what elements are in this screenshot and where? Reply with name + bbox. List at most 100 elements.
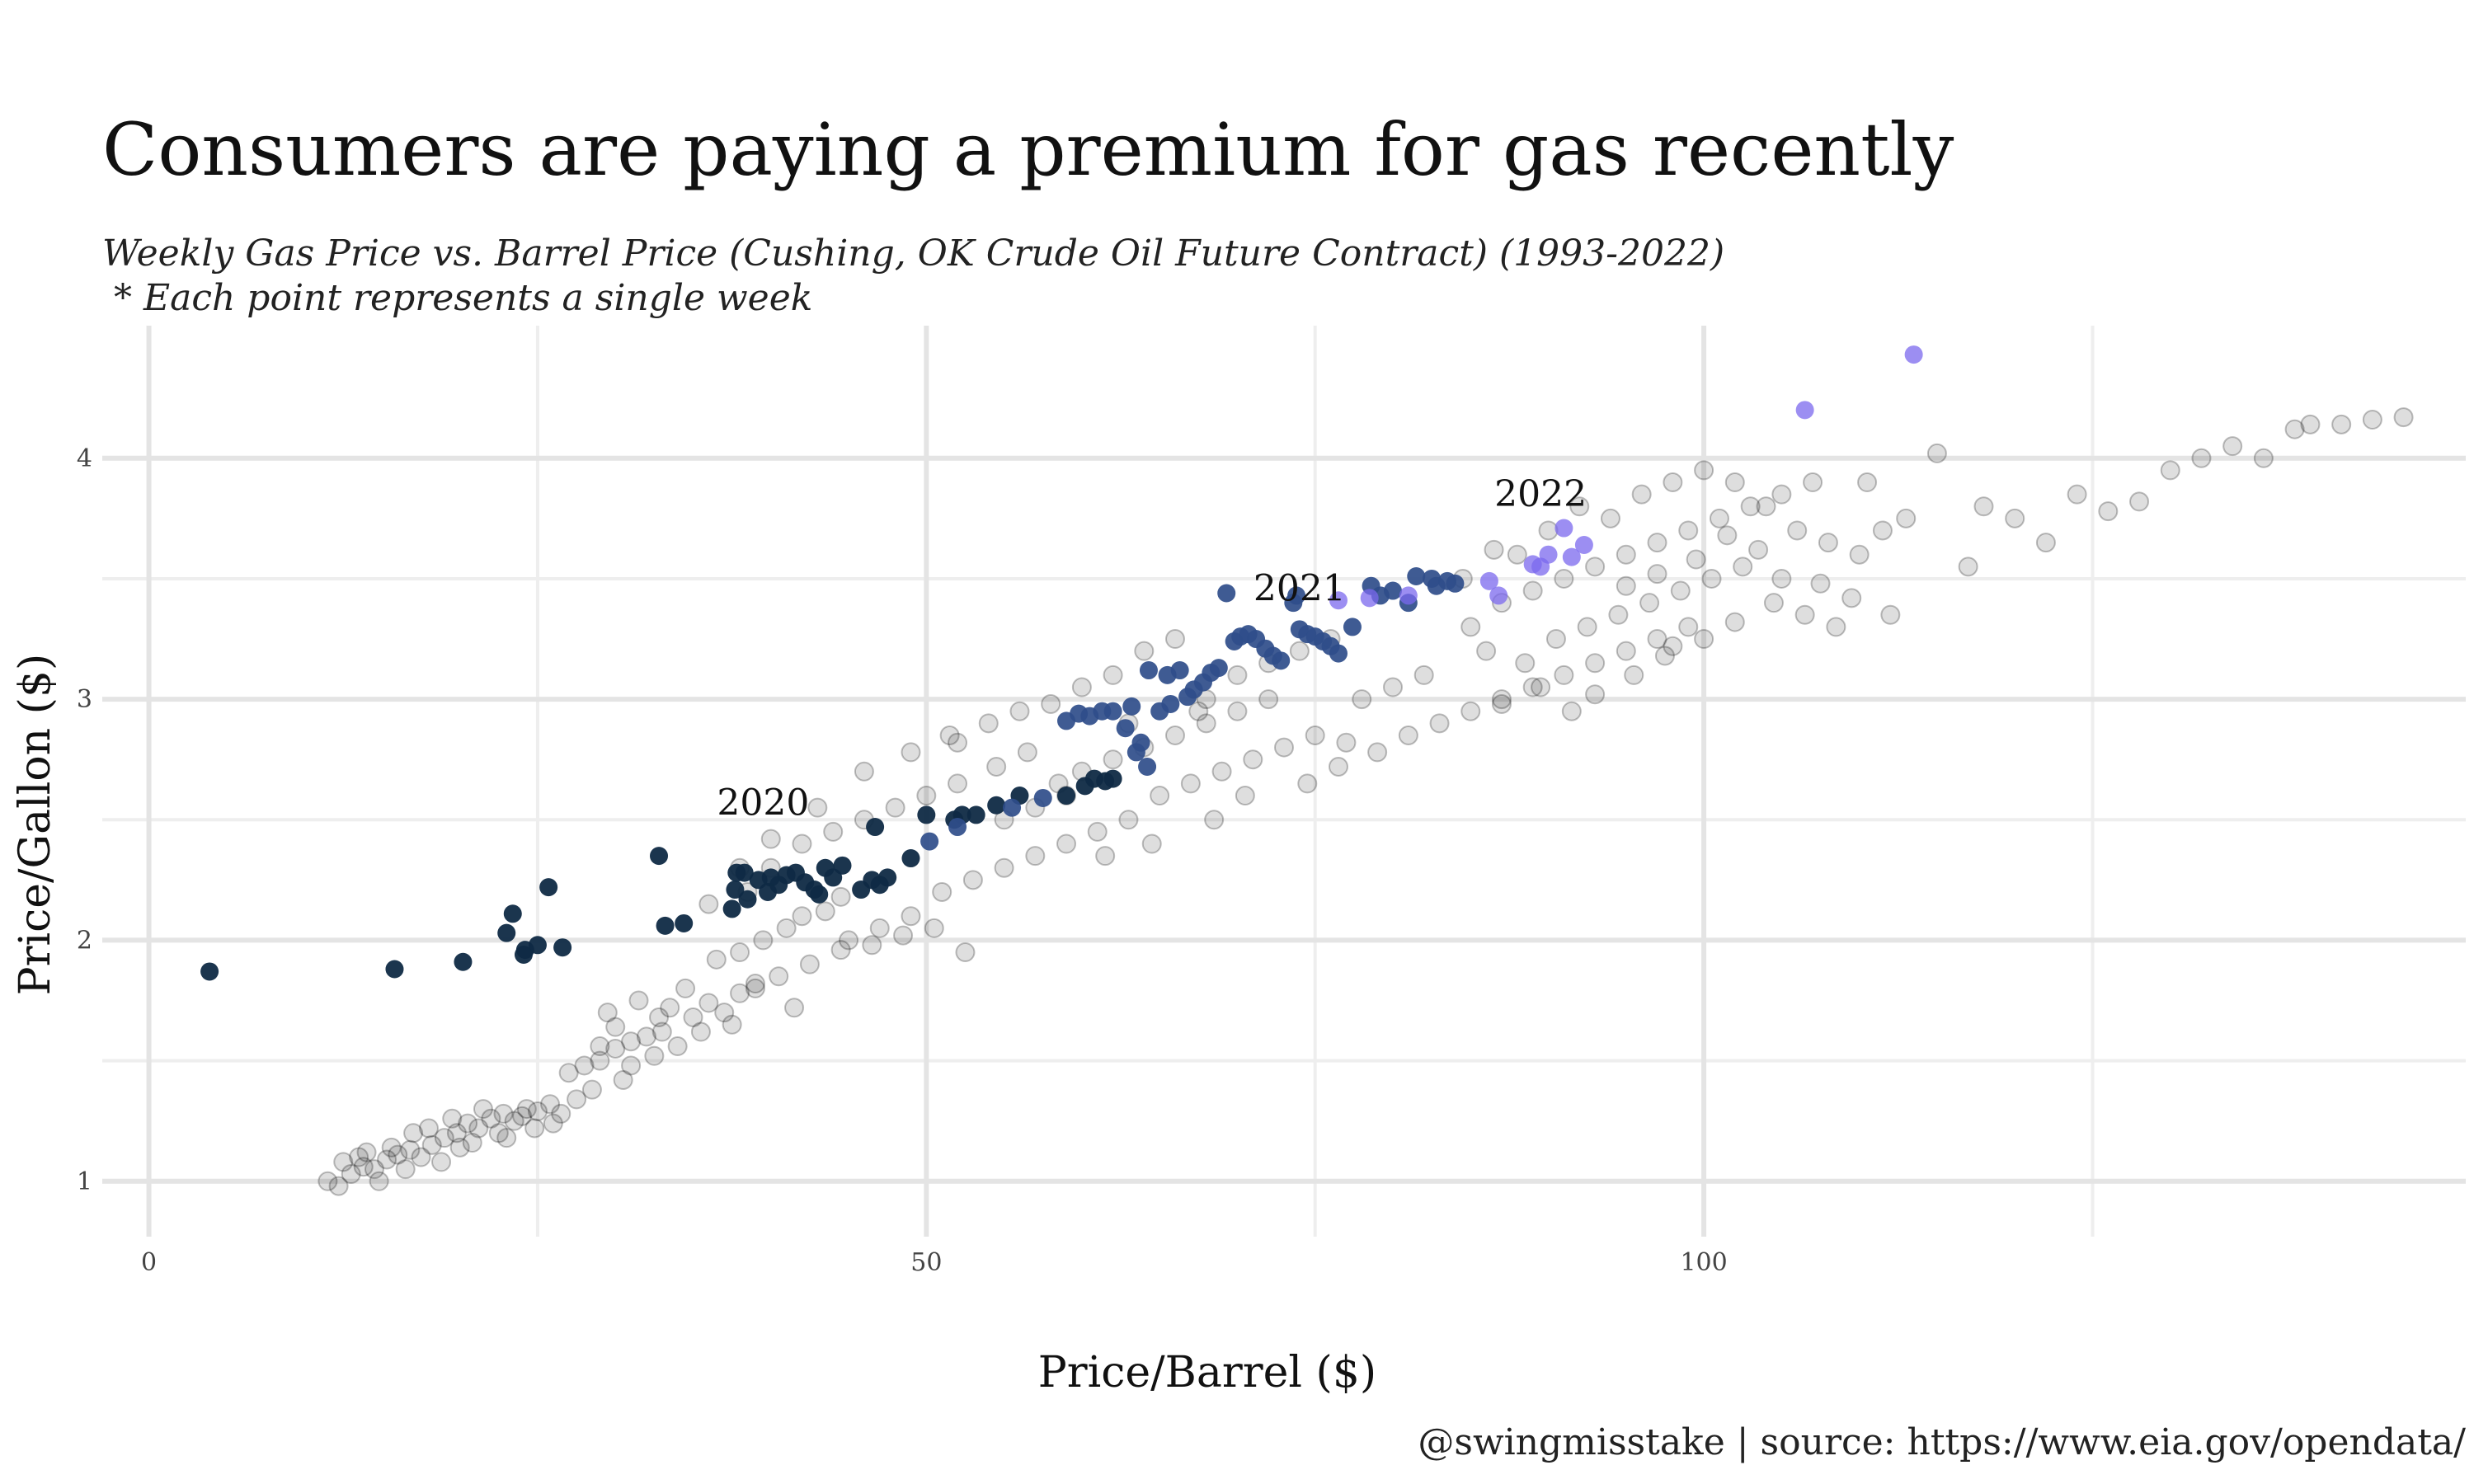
data-point [524, 1118, 545, 1139]
data-point [1196, 713, 1216, 734]
data-point [854, 761, 874, 782]
data-point [745, 974, 765, 994]
data-point [1585, 684, 1606, 705]
data-point [1787, 520, 1808, 541]
data-point [1429, 713, 1450, 734]
data-point [1227, 701, 1248, 721]
data-point [869, 918, 890, 938]
data-point [901, 906, 921, 927]
data-point [1017, 742, 1037, 763]
data-point [987, 796, 1006, 815]
data-point [1608, 604, 1629, 625]
data-point [1460, 701, 1481, 721]
data-point [1211, 761, 1232, 782]
data-point [1554, 665, 1574, 685]
data-point [2098, 501, 2119, 522]
data-point [333, 1152, 354, 1172]
data-point [1188, 701, 1209, 721]
data-point [698, 894, 719, 914]
data-point [2005, 508, 2025, 528]
data-point [1003, 798, 1022, 817]
data-point [2393, 407, 2414, 428]
data-point [683, 1007, 703, 1027]
data-point [714, 1003, 735, 1023]
data-point [690, 1021, 711, 1042]
data-point [1131, 733, 1150, 752]
data-point [385, 960, 404, 979]
data-point [823, 821, 844, 842]
data-point [2362, 410, 2382, 430]
y-tick-label: 4 [77, 444, 92, 473]
data-point [1491, 689, 1512, 710]
data-point [1647, 629, 1667, 650]
y-tick-label: 2 [77, 926, 92, 955]
data-point [722, 1014, 742, 1035]
data-point [543, 1113, 563, 1134]
data-point [1383, 581, 1402, 600]
chart-subtitle-line2: * Each point represents a single week [102, 277, 812, 319]
data-point [1733, 556, 1753, 577]
y-axis-title: Price/Gallon ($) [11, 654, 60, 996]
data-point [1507, 544, 1527, 565]
data-point [395, 1159, 416, 1180]
data-point [1180, 773, 1201, 794]
data-point [551, 1103, 571, 1124]
data-point [769, 966, 789, 987]
data-point [1724, 612, 1745, 632]
data-point [1329, 644, 1348, 663]
data-point [2160, 460, 2180, 481]
data-point [1531, 557, 1550, 576]
data-point [1398, 725, 1418, 745]
data-point [388, 1144, 408, 1165]
data-point [1647, 533, 1667, 553]
data-point [488, 1123, 509, 1144]
data-point [722, 899, 741, 918]
data-point [1515, 653, 1536, 674]
data-point [1694, 460, 1714, 481]
data-point [454, 952, 473, 971]
data-point [349, 1147, 369, 1167]
chart-title: Consumers are paying a premium for gas r… [102, 107, 1954, 192]
data-point [1103, 665, 1123, 685]
data-point [1118, 810, 1139, 830]
data-point [784, 998, 805, 1018]
data-point [1343, 618, 1362, 636]
data-point [1810, 573, 1831, 594]
data-point [1522, 580, 1543, 601]
data-point [675, 913, 694, 932]
data-point [1122, 697, 1141, 716]
data-point [2284, 419, 2305, 439]
data-point [1382, 677, 1403, 697]
data-point [1896, 508, 1917, 528]
data-point [1670, 580, 1691, 601]
data-point [1826, 617, 1846, 637]
data-points [200, 345, 2414, 1196]
data-point [1491, 693, 1512, 714]
data-point [730, 983, 750, 1003]
data-point [512, 1106, 533, 1126]
data-point [830, 886, 851, 907]
data-point [2035, 533, 2056, 553]
data-point [481, 1108, 501, 1129]
data-point [1678, 617, 1699, 637]
data-point [1678, 520, 1699, 541]
data-point [442, 1108, 463, 1129]
data-point [1258, 689, 1279, 710]
data-point [1663, 636, 1683, 656]
data-point [799, 954, 820, 974]
chart-subtitle-line1: Weekly Gas Price vs. Barrel Price (Cushi… [102, 232, 1724, 275]
data-point [636, 1026, 656, 1047]
data-point [1585, 556, 1606, 577]
data-point [356, 1142, 377, 1162]
data-point [1489, 586, 1508, 605]
data-point [753, 930, 774, 951]
data-point [1531, 677, 1551, 697]
data-point [1562, 547, 1581, 566]
data-point [1134, 641, 1155, 661]
data-point [839, 930, 859, 951]
data-point [1795, 401, 1814, 420]
data-point [1479, 571, 1498, 590]
data-point [1748, 539, 1769, 560]
data-point [660, 998, 680, 1018]
data-point [514, 945, 533, 964]
